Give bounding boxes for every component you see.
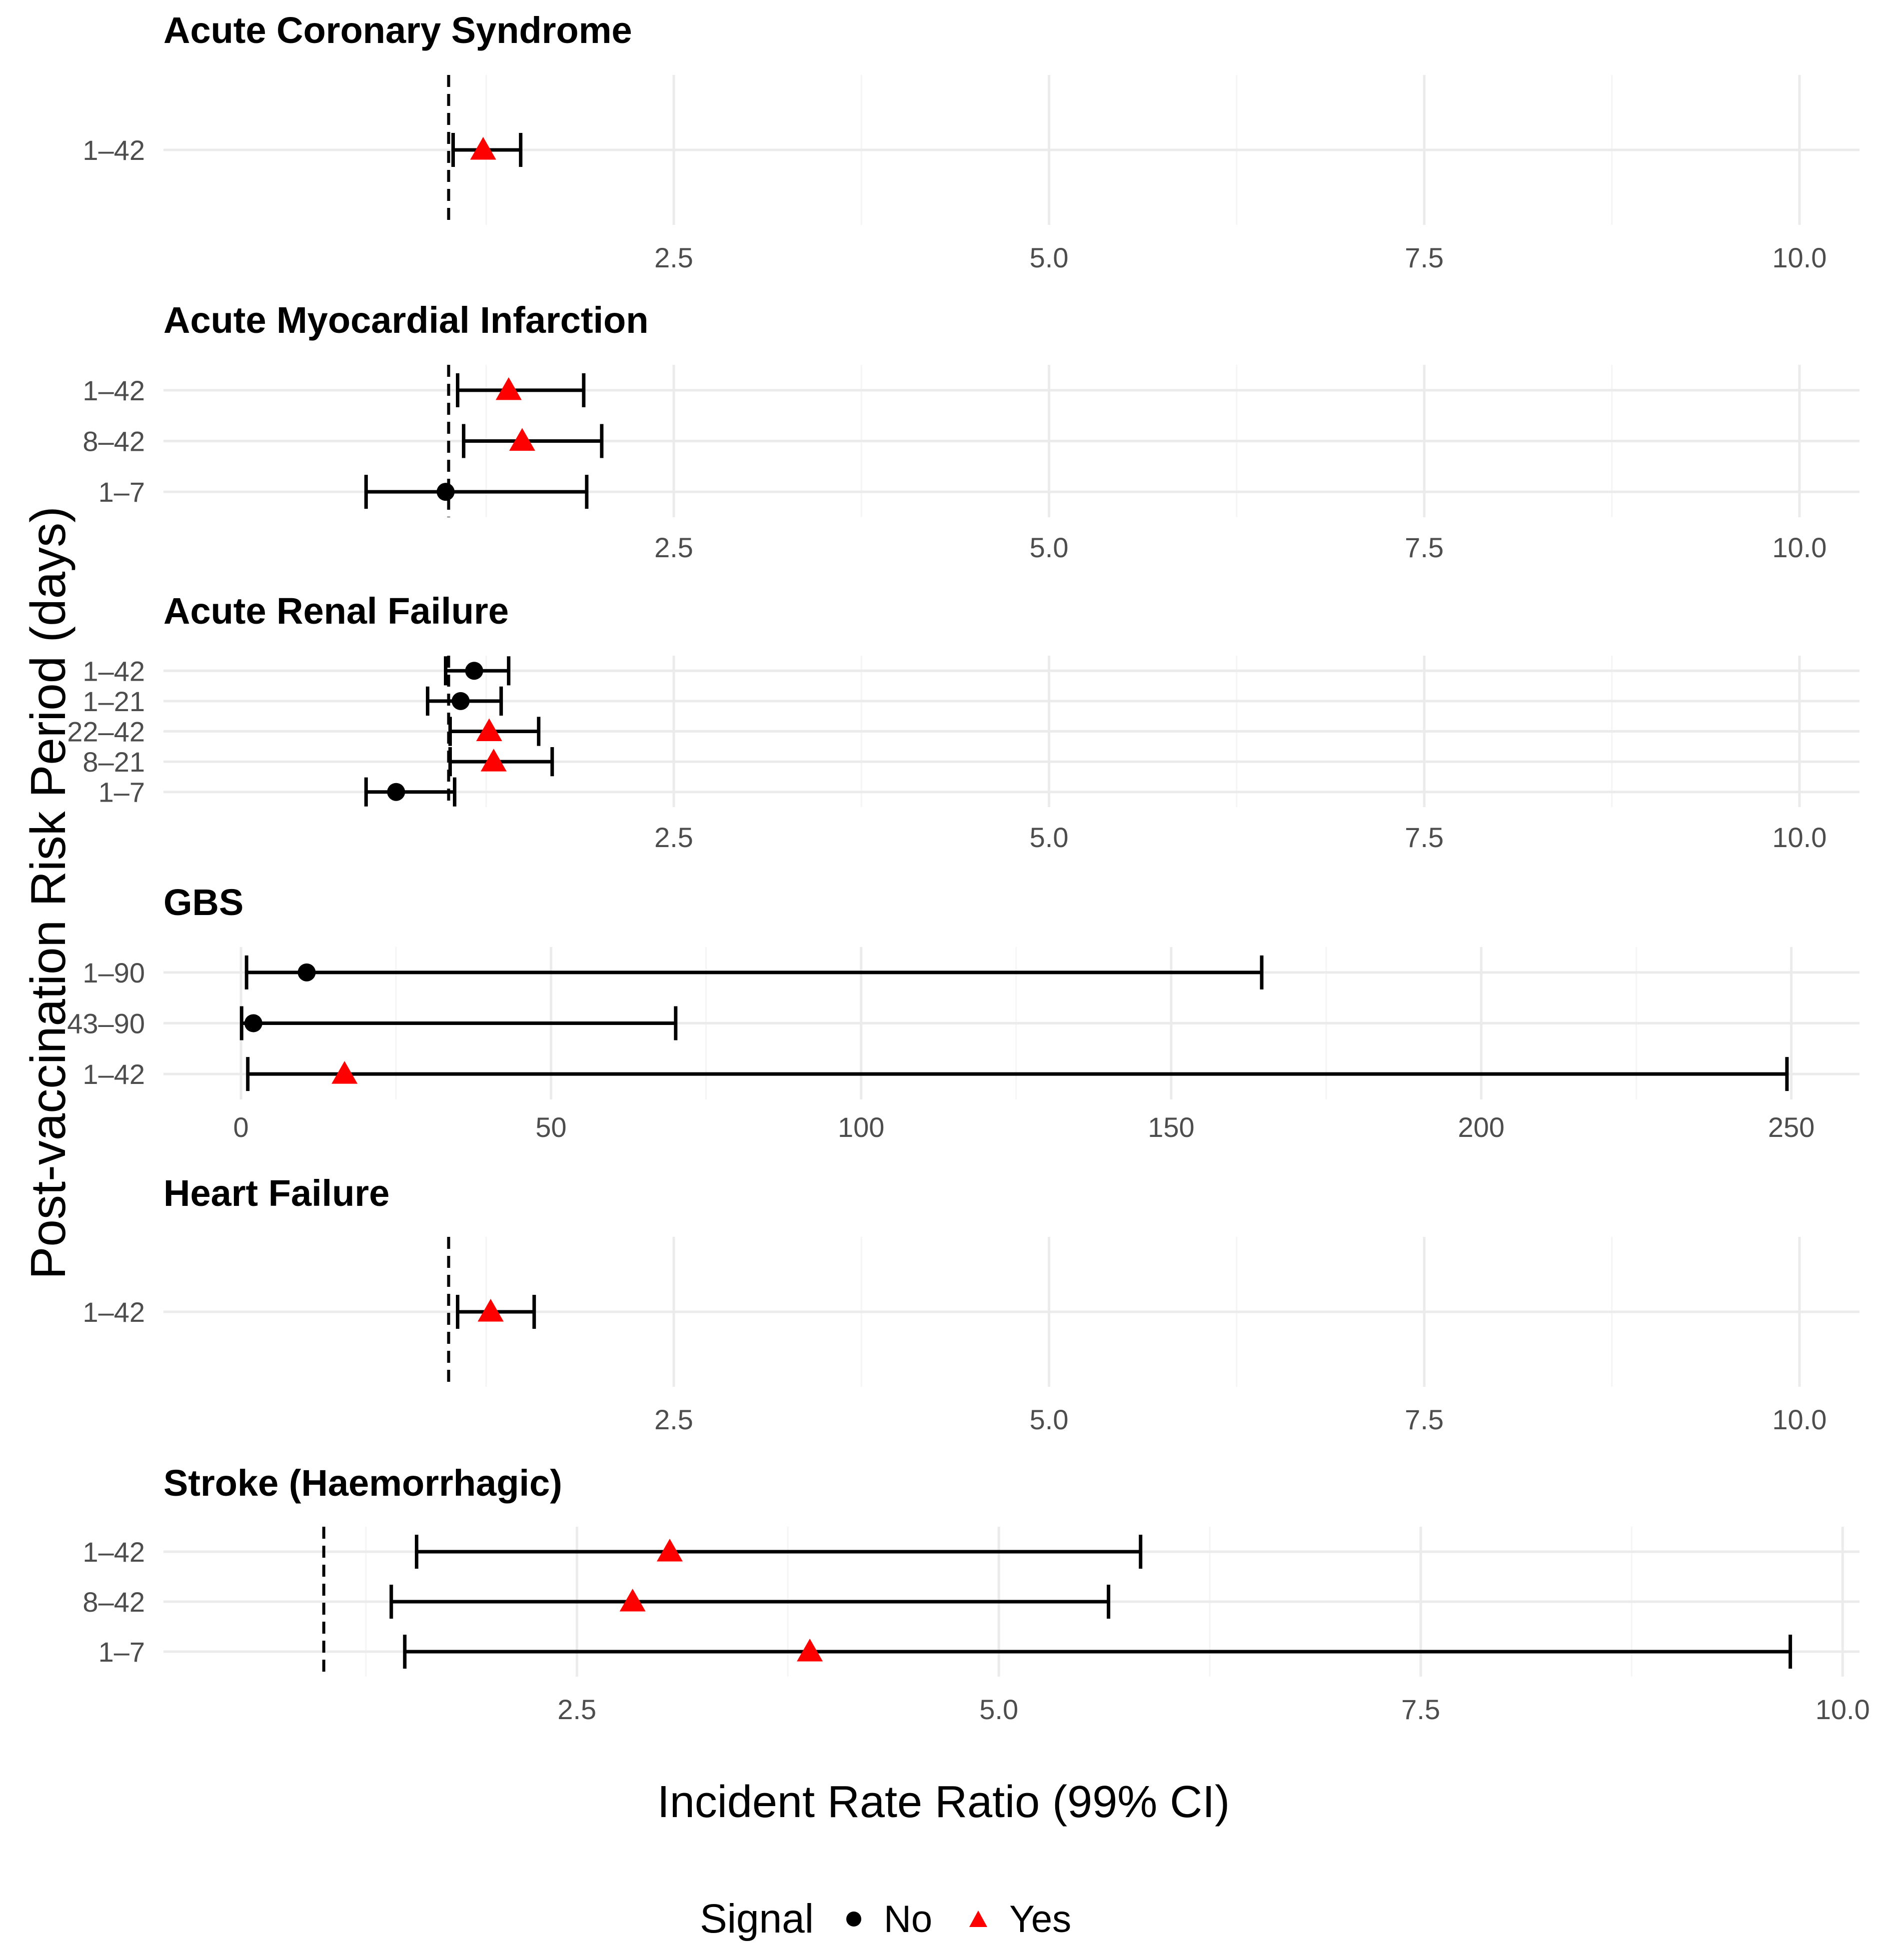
x-tick-label: 100: [838, 1111, 884, 1143]
x-tick-label: 10.0: [1772, 1404, 1827, 1435]
legend-item-yes: Yes: [967, 1898, 1071, 1941]
point-estimate-triangle: [331, 1061, 358, 1084]
point-estimate-circle: [297, 963, 316, 981]
x-tick-label: 2.5: [654, 1404, 693, 1435]
point-estimate-circle: [244, 1014, 262, 1032]
legend-title: Signal: [700, 1896, 814, 1942]
panel-title-ami: Acute Myocardial Infarction: [163, 299, 649, 341]
panel-title-stroke: Stroke (Haemorrhagic): [163, 1462, 562, 1504]
point-estimate-circle: [436, 483, 455, 501]
point-estimate-triangle: [495, 377, 522, 400]
x-tick-label: 7.5: [1401, 1694, 1440, 1725]
legend-label-yes: Yes: [1009, 1898, 1072, 1941]
point-estimate-triangle: [797, 1639, 823, 1662]
x-tick-label: 10.0: [1772, 822, 1827, 853]
x-tick-label: 7.5: [1405, 1404, 1444, 1435]
legend-item-no: No: [844, 1898, 932, 1941]
x-tick-label: 5.0: [979, 1694, 1018, 1725]
x-tick-label: 7.5: [1405, 242, 1444, 273]
y-tick-label: 8–21: [82, 746, 145, 778]
y-tick-label: 1–7: [98, 476, 145, 508]
y-tick-label: 1–21: [82, 686, 145, 717]
y-tick-label: 1–7: [98, 777, 145, 808]
circle-marker-icon: [846, 1912, 861, 1927]
point-estimate-circle: [465, 662, 483, 680]
x-tick-label: 0: [233, 1111, 248, 1143]
point-estimate-triangle: [470, 137, 496, 160]
y-tick-label: 1–42: [82, 375, 145, 406]
x-tick-label: 5.0: [1030, 822, 1069, 853]
x-tick-label: 5.0: [1030, 532, 1069, 563]
point-estimate-circle: [387, 783, 405, 801]
point-estimate-triangle: [509, 428, 535, 451]
y-tick-label: 1–42: [82, 1296, 145, 1328]
x-tick-label: 50: [535, 1111, 566, 1143]
x-tick-label: 7.5: [1405, 532, 1444, 563]
point-estimate-triangle: [656, 1539, 683, 1562]
x-tick-label: 250: [1768, 1111, 1815, 1143]
x-tick-label: 10.0: [1816, 1694, 1870, 1725]
x-axis-label: Incident Rate Ratio (99% CI): [657, 1777, 1230, 1827]
y-tick-label: 8–42: [82, 426, 145, 457]
triangle-marker-icon: [969, 1911, 988, 1927]
x-tick-label: 5.0: [1030, 242, 1069, 273]
y-axis-label: Post-vaccination Risk Period (days): [20, 506, 75, 1279]
y-tick-label: 1–90: [82, 957, 145, 988]
x-tick-label: 2.5: [557, 1694, 596, 1725]
panel-title-gbs: GBS: [163, 882, 244, 923]
y-tick-label: 1–42: [82, 1058, 145, 1090]
x-tick-label: 2.5: [654, 822, 693, 853]
legend-label-no: No: [883, 1898, 933, 1941]
x-tick-label: 150: [1148, 1111, 1194, 1143]
y-tick-label: 22–42: [67, 716, 145, 748]
point-estimate-triangle: [477, 1299, 504, 1322]
y-tick-label: 1–42: [82, 134, 145, 166]
y-tick-label: 1–42: [82, 655, 145, 687]
x-tick-label: 2.5: [654, 532, 693, 563]
point-estimate-triangle: [619, 1589, 646, 1612]
legend: Signal No Yes: [700, 1889, 1106, 1949]
panel-title-acs: Acute Coronary Syndrome: [163, 9, 632, 51]
point-estimate-triangle: [480, 749, 507, 772]
point-estimate-triangle: [476, 718, 502, 741]
y-tick-label: 1–42: [82, 1536, 145, 1568]
y-tick-label: 1–7: [98, 1636, 145, 1668]
x-tick-label: 5.0: [1030, 1404, 1069, 1435]
x-tick-label: 7.5: [1405, 822, 1444, 853]
x-tick-label: 10.0: [1772, 532, 1827, 563]
y-tick-label: 43–90: [67, 1008, 145, 1039]
x-tick-label: 10.0: [1772, 242, 1827, 273]
point-estimate-circle: [451, 692, 470, 710]
y-tick-label: 8–42: [82, 1586, 145, 1618]
x-tick-label: 200: [1458, 1111, 1505, 1143]
x-tick-label: 2.5: [654, 242, 693, 273]
panel-title-hf: Heart Failure: [163, 1172, 390, 1214]
panel-title-arf: Acute Renal Failure: [163, 590, 509, 632]
